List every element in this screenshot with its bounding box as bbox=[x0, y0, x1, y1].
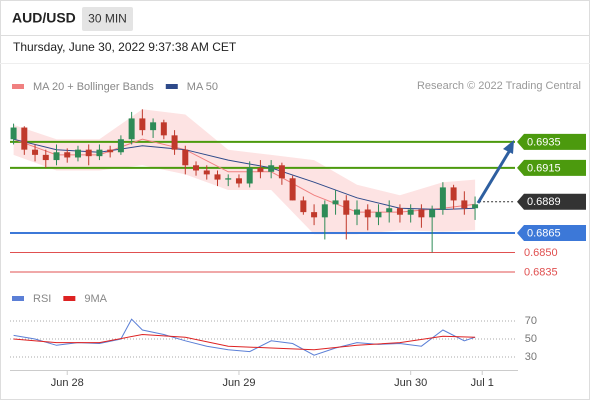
level-label: 0.6850 bbox=[524, 247, 558, 259]
candle-body bbox=[42, 154, 49, 161]
level-label: 0.6865 bbox=[527, 227, 561, 239]
timestamp: Thursday, June 30, 2022 9:37:38 AM CET bbox=[13, 40, 237, 54]
candle-body bbox=[128, 118, 135, 140]
level-label-box bbox=[517, 159, 586, 176]
candle-body bbox=[214, 174, 221, 180]
y-tick-label: 70 bbox=[525, 315, 537, 327]
y-tick-label: 30 bbox=[525, 351, 537, 363]
candle-body bbox=[53, 152, 60, 161]
level-label-box bbox=[517, 133, 586, 150]
candle-body bbox=[289, 178, 296, 201]
forecast-arrowhead bbox=[503, 140, 514, 154]
candle-body bbox=[461, 200, 468, 209]
last-price-box bbox=[517, 193, 586, 210]
credit: Research © 2022 Trading Central bbox=[417, 80, 581, 92]
y-tick-label: 50 bbox=[525, 333, 537, 345]
candle-body bbox=[32, 149, 39, 155]
candle-body bbox=[407, 209, 414, 215]
candle-body bbox=[64, 152, 71, 158]
candle-body bbox=[343, 200, 350, 215]
candle-body bbox=[225, 178, 232, 180]
x-tick-label: Jul 1 bbox=[471, 377, 494, 389]
candle-body bbox=[439, 187, 446, 210]
candle-body bbox=[300, 200, 307, 213]
candle-body bbox=[321, 204, 328, 218]
candle-body bbox=[117, 139, 124, 153]
legend-label: RSI bbox=[33, 293, 51, 305]
candle-body bbox=[182, 149, 189, 166]
candle-body bbox=[85, 149, 92, 157]
series-line bbox=[13, 333, 476, 351]
candle-body bbox=[203, 170, 210, 175]
candle-body bbox=[246, 167, 253, 184]
candle-body bbox=[386, 208, 393, 213]
candle-body bbox=[278, 165, 285, 179]
candle-body bbox=[364, 209, 371, 218]
candle-body bbox=[74, 149, 81, 158]
x-tick-label: Jun 28 bbox=[51, 377, 84, 389]
level-label: 0.6935 bbox=[527, 136, 561, 148]
candle-body bbox=[268, 165, 275, 172]
candle-body bbox=[472, 204, 479, 209]
candle-body bbox=[171, 135, 178, 150]
candle-body bbox=[257, 167, 264, 172]
candle-body bbox=[96, 149, 103, 157]
x-tick-label: Jun 29 bbox=[222, 377, 255, 389]
x-tick-label: Jun 30 bbox=[394, 377, 427, 389]
candle-body bbox=[418, 209, 425, 218]
legend-label: MA 20 + Bollinger Bands bbox=[33, 81, 154, 93]
candle-body bbox=[332, 200, 339, 205]
level-label: 0.6915 bbox=[527, 162, 561, 174]
candle-body bbox=[193, 165, 200, 171]
candle-body bbox=[235, 178, 242, 184]
timeframe-box bbox=[82, 7, 133, 31]
candle-body bbox=[450, 187, 457, 201]
candle-body bbox=[311, 212, 318, 218]
series-line bbox=[13, 318, 476, 356]
level-label: 0.6835 bbox=[524, 266, 558, 278]
candle-body bbox=[107, 149, 114, 153]
legend-swatch bbox=[165, 84, 178, 89]
timeframe: 30 MIN bbox=[88, 12, 127, 26]
candle-body bbox=[10, 127, 17, 140]
legend-swatch bbox=[12, 296, 24, 301]
candle-body bbox=[21, 127, 28, 150]
candle-body bbox=[354, 209, 361, 215]
last-price-label: 0.6889 bbox=[527, 196, 561, 208]
candle-body bbox=[150, 122, 157, 131]
forecast-arrow bbox=[476, 149, 512, 204]
legend-swatch bbox=[12, 84, 24, 89]
candle-body bbox=[375, 212, 382, 218]
candle-body bbox=[139, 118, 146, 131]
legend-label: MA 50 bbox=[187, 81, 218, 93]
candle-body bbox=[396, 208, 403, 215]
legend-swatch bbox=[63, 296, 76, 301]
legend-label: 9MA bbox=[84, 293, 107, 305]
candle-body bbox=[160, 122, 167, 136]
candle-body bbox=[429, 209, 436, 218]
symbol: AUD/USD bbox=[12, 10, 76, 26]
level-label-box bbox=[517, 224, 586, 241]
